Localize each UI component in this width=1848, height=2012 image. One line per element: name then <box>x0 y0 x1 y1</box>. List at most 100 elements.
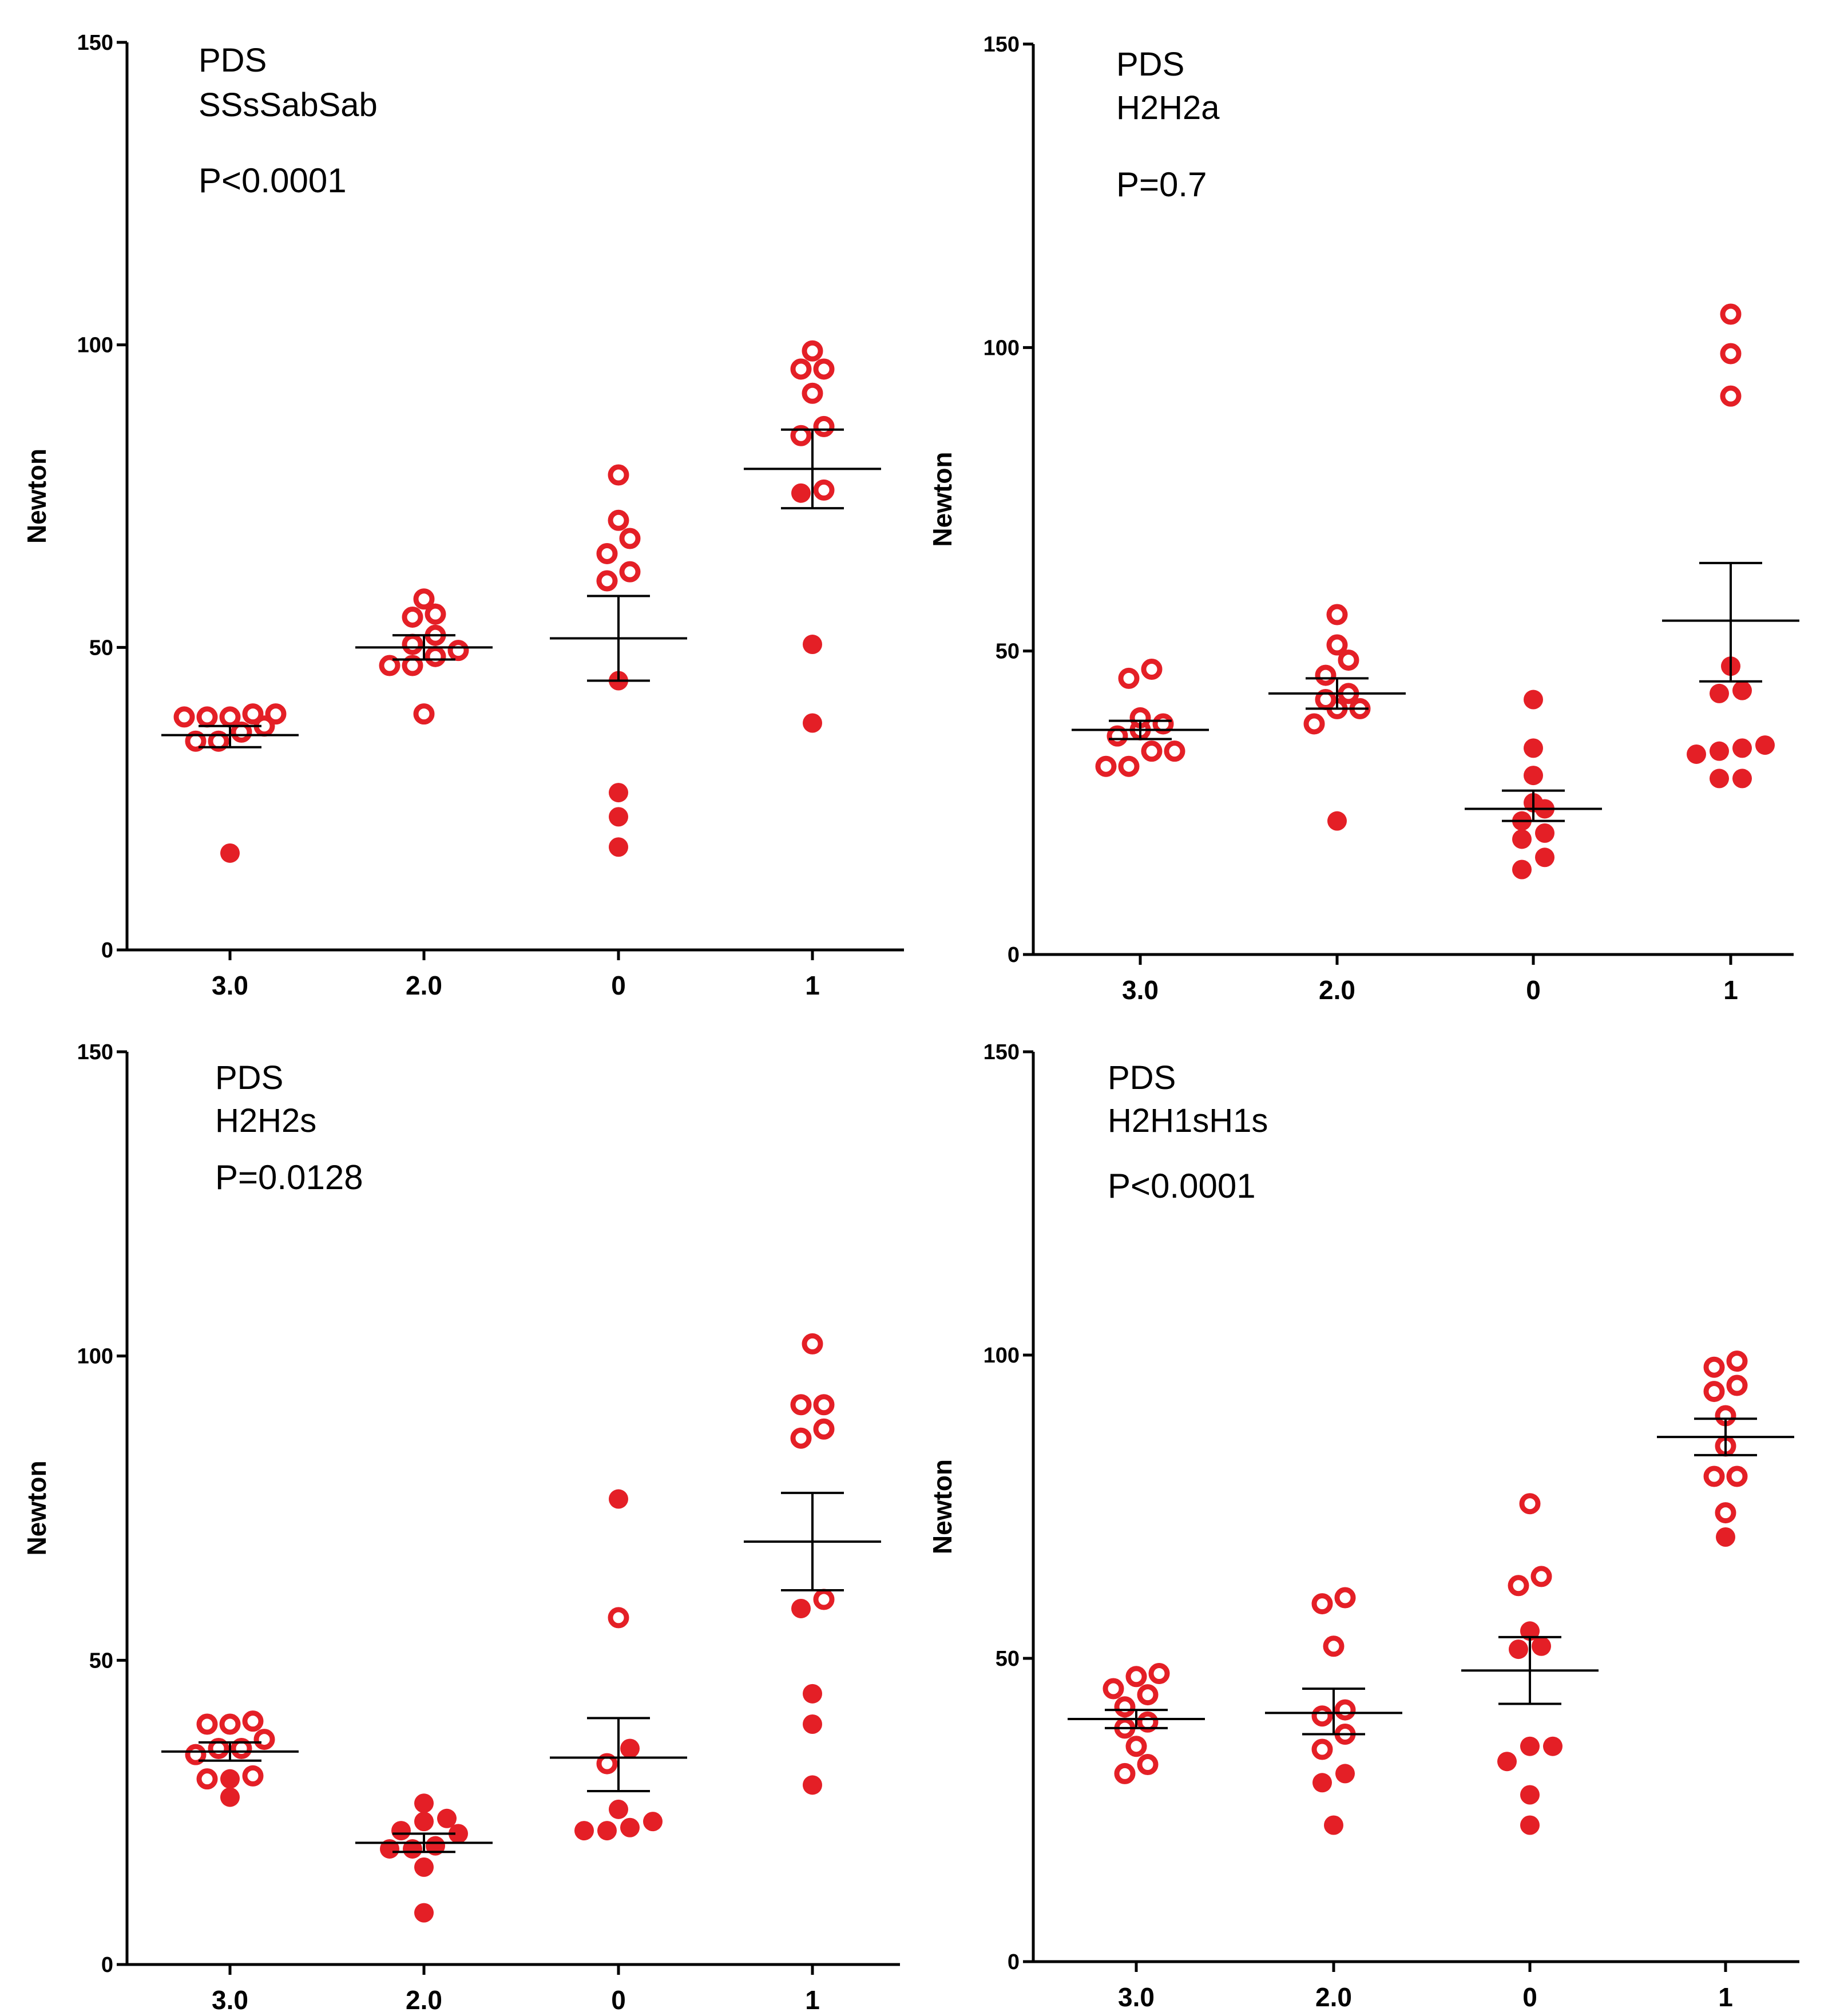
data-point-filled <box>1520 1785 1540 1805</box>
data-point-open <box>1326 634 1348 656</box>
data-point-filled <box>1520 1815 1540 1835</box>
x-tick-label: 0 <box>1522 1982 1537 2012</box>
data-point-filled <box>1710 769 1729 789</box>
y-tick-label: 50 <box>996 1647 1020 1671</box>
data-point-open <box>425 645 446 667</box>
data-point-open <box>1703 1381 1725 1403</box>
data-point-open <box>242 703 264 725</box>
p-value-label: P=0.0128 <box>215 1158 363 1197</box>
y-tick-label: 50 <box>996 640 1020 664</box>
data-point-filled <box>1755 735 1775 755</box>
data-point-filled <box>414 1903 434 1923</box>
data-point-open <box>1326 604 1348 625</box>
y-tick-label: 0 <box>1008 943 1020 967</box>
y-tick-label: 50 <box>89 636 113 660</box>
data-point-filled <box>1512 829 1532 849</box>
data-point-open <box>1164 740 1185 762</box>
data-point-open <box>608 1607 629 1629</box>
data-point-open <box>1519 1493 1541 1515</box>
x-tick-label: 1 <box>1718 1982 1733 2012</box>
y-tick-label: 100 <box>77 334 113 358</box>
data-point-filled <box>609 837 628 857</box>
data-point-open <box>1141 740 1163 762</box>
data-point-filled <box>803 1684 822 1704</box>
data-point-filled <box>1732 769 1752 789</box>
data-point-filled <box>220 843 240 863</box>
data-point-open <box>813 479 835 501</box>
data-point-open <box>1530 1566 1552 1587</box>
data-point-open <box>1703 1356 1725 1378</box>
data-point-filled <box>609 783 628 803</box>
chart-title-line-1: PDS <box>199 42 267 79</box>
data-point-open <box>790 1427 812 1449</box>
y-tick-label: 100 <box>984 1344 1020 1368</box>
data-point-open <box>413 588 435 610</box>
chart-panel-pds-h2h1sh1s: 0 50 100 150 3.0 2.0 0 1 Newton PDS H2H1sH1s P<0.00… <box>927 1040 1799 2012</box>
data-point-open <box>790 1394 812 1416</box>
data-point-open <box>1323 1635 1345 1657</box>
data-point-filled <box>1520 1621 1540 1641</box>
data-point-filled <box>1716 1527 1735 1547</box>
y-axis-label: Newton <box>927 451 957 546</box>
data-point-filled <box>1312 1773 1332 1793</box>
data-point-filled <box>791 483 811 503</box>
data-point-open <box>596 570 618 592</box>
y-tick-label: 100 <box>984 336 1020 360</box>
data-point-open <box>1114 1696 1136 1718</box>
chart-title-line-1: PDS <box>215 1059 283 1096</box>
y-tick-label: 100 <box>77 1345 113 1369</box>
data-point-filled <box>620 1738 640 1758</box>
x-tick-label: 1 <box>805 1985 820 2012</box>
chart-title-line-2: H2H2a <box>1116 89 1220 126</box>
data-point-open <box>1141 658 1163 680</box>
x-tick-label: 1 <box>1723 975 1738 1005</box>
data-point-open <box>1715 1502 1736 1524</box>
data-point-open <box>608 464 629 486</box>
data-point-open <box>802 340 823 362</box>
data-point-open <box>242 1765 264 1787</box>
data-point-filled <box>1535 847 1554 868</box>
data-point-filled <box>437 1808 457 1828</box>
data-point-filled <box>391 1821 411 1841</box>
data-point-filled <box>791 1598 811 1618</box>
data-point-filled <box>1524 766 1543 786</box>
y-axis-label: Newton <box>22 449 51 544</box>
data-point-filled <box>597 1821 617 1841</box>
data-point-open <box>802 382 823 404</box>
data-point-filled <box>574 1821 594 1841</box>
data-point-filled <box>1535 823 1554 843</box>
p-value-label: P=0.7 <box>1116 165 1207 204</box>
data-point-filled <box>414 1857 434 1877</box>
y-tick-label: 0 <box>1008 1950 1020 1974</box>
x-tick-label: 2.0 <box>1319 975 1355 1005</box>
data-point-open <box>242 1710 264 1732</box>
data-point-open <box>1095 755 1117 777</box>
data-point-filled <box>1335 1764 1355 1784</box>
data-point-open <box>402 633 423 655</box>
chart-title-line-1: PDS <box>1108 1059 1176 1096</box>
data-point-filled <box>1710 741 1729 761</box>
data-point-open <box>1148 1663 1170 1684</box>
data-point-filled <box>1532 1636 1551 1656</box>
x-tick-label: 0 <box>1526 975 1541 1005</box>
data-point-open <box>379 655 400 676</box>
x-tick-label: 3.0 <box>1122 975 1159 1005</box>
data-point-open <box>1114 1763 1136 1784</box>
x-tick-label: 3.0 <box>212 971 248 1000</box>
data-point-open <box>1303 713 1325 735</box>
data-point-open <box>413 703 435 725</box>
data-point-filled <box>803 635 822 655</box>
y-axis-label: Newton <box>927 1459 957 1554</box>
data-point-open <box>219 706 241 728</box>
x-tick-label: 2.0 <box>1315 1982 1352 2012</box>
data-point-open <box>253 1729 275 1750</box>
data-point-filled <box>1509 1639 1528 1659</box>
data-point-open <box>790 425 812 446</box>
data-point-open <box>1137 1684 1159 1706</box>
data-point-open <box>1720 385 1742 407</box>
data-point-filled <box>220 1769 240 1789</box>
data-point-filled <box>803 1775 822 1795</box>
data-point-open <box>596 542 618 564</box>
data-point-open <box>185 730 207 752</box>
data-point-open <box>813 1589 835 1610</box>
